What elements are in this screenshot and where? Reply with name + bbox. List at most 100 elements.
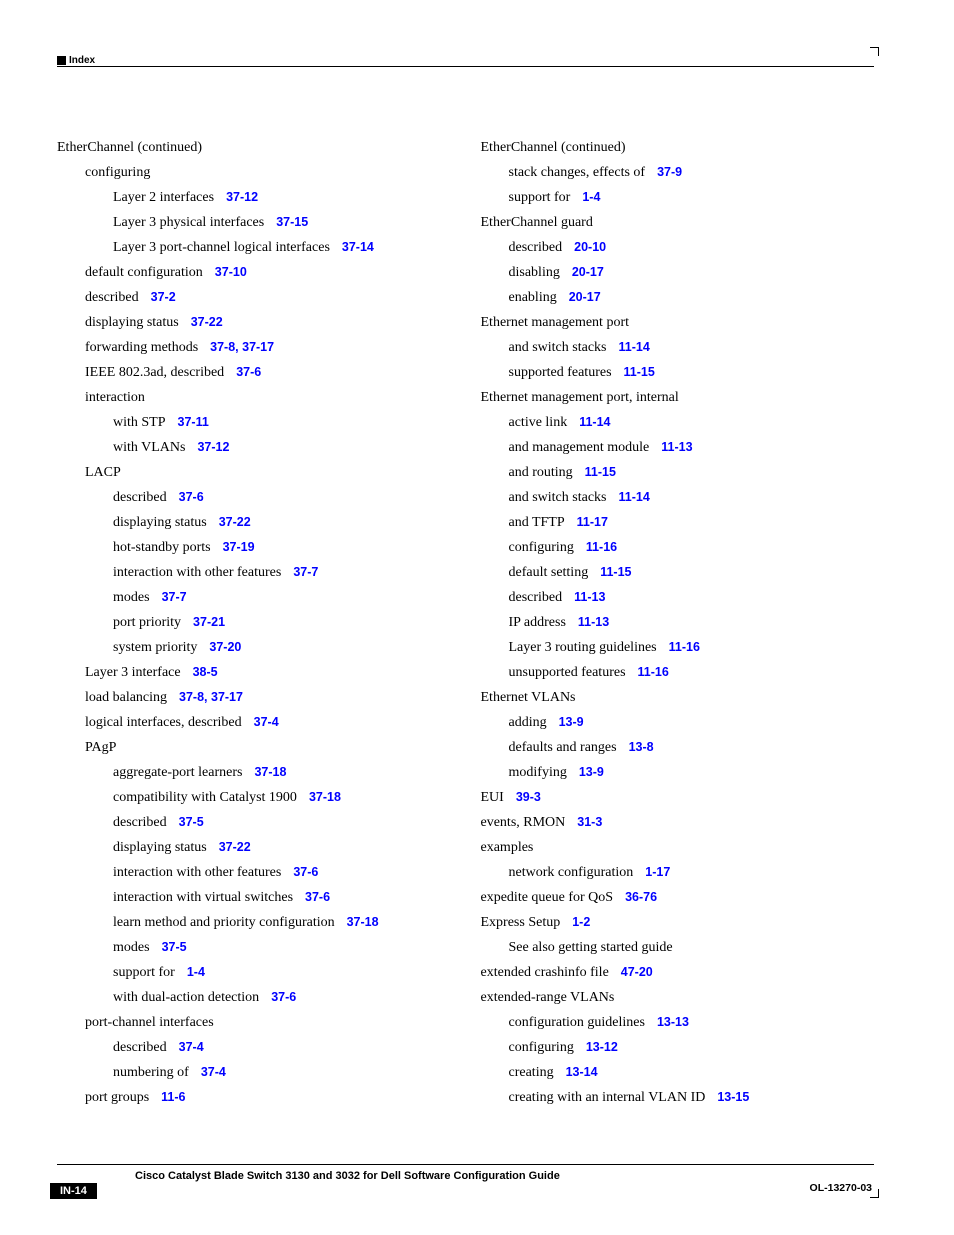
page-ref-link[interactable]: 13-13 xyxy=(657,1015,689,1029)
index-entry: described11-13 xyxy=(509,585,875,610)
page-ref-link[interactable]: 13-8 xyxy=(629,740,654,754)
index-entry: events, RMON 31-3 xyxy=(481,810,875,835)
index-entry: default configuration 37-10 xyxy=(85,260,451,285)
page-ref-link[interactable]: 1-2 xyxy=(572,915,590,929)
page-ref-link[interactable]: 11-13 xyxy=(661,440,692,454)
entry-label: hot-standby ports xyxy=(113,540,211,555)
page-ref-link[interactable]: 13-15 xyxy=(717,1090,749,1104)
page-ref-link[interactable]: 11-16 xyxy=(586,540,617,554)
entry-label: modes xyxy=(113,940,150,955)
page-ref-link[interactable]: 11-6 xyxy=(161,1090,185,1104)
page-ref-link[interactable]: 47-20 xyxy=(621,965,653,979)
page-ref-link[interactable]: 37-18 xyxy=(347,915,379,929)
entry-label: events, RMON xyxy=(481,815,566,830)
page-ref-link[interactable]: 37-4 xyxy=(179,1040,204,1054)
entry-label: described xyxy=(85,290,139,305)
page-ref-link[interactable]: 37-18 xyxy=(309,790,341,804)
page-ref-link[interactable]: 11-15 xyxy=(624,365,655,379)
page-ref-link[interactable]: 37-4 xyxy=(254,715,279,729)
page-ref-link[interactable]: 11-15 xyxy=(600,565,631,579)
entry-label: extended-range VLANs xyxy=(481,990,615,1005)
page-ref-link[interactable]: 37-18 xyxy=(254,765,286,779)
page-ref-link[interactable]: 13-9 xyxy=(579,765,604,779)
page-ref-link[interactable]: 37-12 xyxy=(226,190,258,204)
page-ref-link[interactable]: 37-6 xyxy=(293,865,318,879)
index-entry: Ethernet management port xyxy=(481,310,875,335)
footer-title: Cisco Catalyst Blade Switch 3130 and 303… xyxy=(135,1170,560,1182)
index-entry: interaction xyxy=(85,385,451,410)
page-ref-link[interactable]: 37-20 xyxy=(209,640,241,654)
page-ref-link[interactable]: 37-5 xyxy=(162,940,187,954)
entry-label: enabling xyxy=(509,290,557,305)
page-ref-link[interactable]: 37-22 xyxy=(219,840,251,854)
index-entry: configuring xyxy=(85,160,451,185)
entry-label: load balancing xyxy=(85,690,167,705)
page-ref-link[interactable]: 37-6 xyxy=(236,365,261,379)
page-ref-link[interactable]: 37-22 xyxy=(191,315,223,329)
page-ref-link[interactable]: 11-16 xyxy=(669,640,700,654)
page-ref-link[interactable]: 37-11 xyxy=(178,415,209,429)
index-entry: Ethernet management port, internal xyxy=(481,385,875,410)
page-ref-link[interactable]: 37-21 xyxy=(193,615,225,629)
index-entry: Layer 3 physical interfaces37-15 xyxy=(113,210,451,235)
page-ref-link[interactable]: 11-14 xyxy=(579,415,610,429)
page-ref-link[interactable]: 37-22 xyxy=(219,515,251,529)
page-ref-link[interactable]: 37-8, 37-17 xyxy=(179,690,243,704)
page-ref-link[interactable]: 13-14 xyxy=(566,1065,598,1079)
page-ref-link[interactable]: 13-12 xyxy=(586,1040,618,1054)
page-ref-link[interactable]: 37-12 xyxy=(197,440,229,454)
index-entry: port priority37-21 xyxy=(113,610,451,635)
entry-label: modes xyxy=(113,590,150,605)
page-ref-link[interactable]: 1-4 xyxy=(187,965,205,979)
page-ref-link[interactable]: 37-6 xyxy=(179,490,204,504)
page-ref-link[interactable]: 37-5 xyxy=(179,815,204,829)
page-ref-link[interactable]: 37-4 xyxy=(201,1065,226,1079)
index-entry: logical interfaces, described37-4 xyxy=(85,710,451,735)
entry-label: EUI xyxy=(481,790,504,805)
index-entry: forwarding methods 37-8, 37-17 xyxy=(85,335,451,360)
page-ref-link[interactable]: 1-17 xyxy=(645,865,670,879)
page-ref-link[interactable]: 11-14 xyxy=(618,490,649,504)
entry-label: forwarding methods xyxy=(85,340,198,355)
page-ref-link[interactable]: 39-3 xyxy=(516,790,541,804)
crop-mark-top-right xyxy=(870,47,879,56)
entry-label: interaction with other features xyxy=(113,865,281,880)
index-entry: with VLANs37-12 xyxy=(113,435,451,460)
page-ref-link[interactable]: 11-16 xyxy=(638,665,669,679)
page-ref-link[interactable]: 37-15 xyxy=(276,215,308,229)
entry-label: port groups xyxy=(85,1090,149,1105)
index-entry: PAgP xyxy=(85,735,451,760)
page-ref-link[interactable]: 38-5 xyxy=(193,665,218,679)
page-ref-link[interactable]: 37-7 xyxy=(293,565,318,579)
entry-label: default configuration xyxy=(85,265,203,280)
page-ref-link[interactable]: 11-13 xyxy=(578,615,609,629)
entry-label: and switch stacks xyxy=(509,340,607,355)
page-ref-link[interactable]: 11-14 xyxy=(618,340,649,354)
page-ref-link[interactable]: 37-6 xyxy=(305,890,330,904)
page-ref-link[interactable]: 20-17 xyxy=(569,290,601,304)
page-ref-link[interactable]: 37-7 xyxy=(162,590,187,604)
doc-id: OL-13270-03 xyxy=(810,1182,872,1194)
page-ref-link[interactable]: 13-9 xyxy=(559,715,584,729)
entry-label: configuring xyxy=(509,1040,574,1055)
index-entry: support for1-4 xyxy=(509,185,875,210)
page-ref-link[interactable]: 11-13 xyxy=(574,590,605,604)
page-ref-link[interactable]: 36-76 xyxy=(625,890,657,904)
page-ref-link[interactable]: 1-4 xyxy=(582,190,600,204)
page-ref-link[interactable]: 31-3 xyxy=(577,815,602,829)
page-ref-link[interactable]: 37-14 xyxy=(342,240,374,254)
page-ref-link[interactable]: 20-17 xyxy=(572,265,604,279)
page-ref-link[interactable]: 37-10 xyxy=(215,265,247,279)
index-entry: displaying status37-22 xyxy=(113,510,451,535)
page-ref-link[interactable]: 11-17 xyxy=(577,515,608,529)
index-entry: learn method and priority configuration3… xyxy=(113,910,451,935)
page-ref-link[interactable]: 37-6 xyxy=(271,990,296,1004)
page-ref-link[interactable]: 37-2 xyxy=(151,290,176,304)
page-ref-link[interactable]: 11-15 xyxy=(585,465,616,479)
entry-label: Ethernet management port, internal xyxy=(481,390,679,405)
page-ref-link[interactable]: 37-9 xyxy=(657,165,682,179)
page-ref-link[interactable]: 20-10 xyxy=(574,240,606,254)
page-ref-link[interactable]: 37-8, 37-17 xyxy=(210,340,274,354)
page-ref-link[interactable]: 37-19 xyxy=(223,540,255,554)
index-entry: and management module11-13 xyxy=(509,435,875,460)
